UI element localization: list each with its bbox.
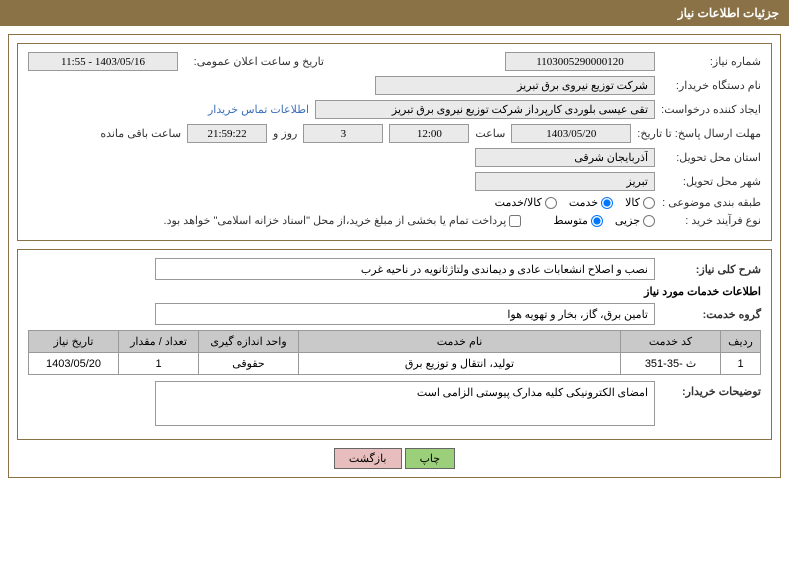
cell-unit: حقوقی [199, 353, 299, 375]
service-panel: شرح کلی نیاز: اطلاعات خدمات مورد نیاز گر… [17, 249, 772, 440]
pay-checkbox-item[interactable]: پرداخت تمام یا بخشی از مبلغ خرید،از محل … [164, 214, 522, 227]
pay-checkbox[interactable] [509, 215, 521, 227]
remain-label: ساعت باقی مانده [100, 127, 181, 140]
radio-minor[interactable]: جزیی [615, 214, 655, 227]
radio-medium-input[interactable] [591, 215, 603, 227]
cell-code: ث -35-351 [621, 353, 721, 375]
cell-name: تولید، انتقال و توزیع برق [299, 353, 621, 375]
table-row: 1 ث -35-351 تولید، انتقال و توزیع برق حق… [29, 353, 761, 375]
days-field [303, 124, 383, 143]
num-field [505, 52, 655, 71]
col-row: ردیف [721, 331, 761, 353]
radio-mixed[interactable]: کالا/خدمت [495, 196, 557, 209]
ann-label: تاریخ و ساعت اعلان عمومی: [184, 55, 324, 68]
org-label: نام دستگاه خریدار: [661, 79, 761, 92]
radio-service[interactable]: خدمت [569, 196, 613, 209]
desc-label: شرح کلی نیاز: [661, 263, 761, 276]
buyer-note-box: امضای الکترونیکی کلیه مدارک پیوستی الزام… [155, 381, 655, 426]
creator-label: ایجاد کننده درخواست: [661, 103, 761, 116]
contact-link[interactable]: اطلاعات تماس خریدار [208, 103, 309, 116]
class-radio-group: کالا خدمت کالا/خدمت [495, 196, 655, 209]
city-field [475, 172, 655, 191]
deadline-time-field [389, 124, 469, 143]
type-radio-group: جزیی متوسط [553, 214, 655, 227]
group-field [155, 303, 655, 325]
col-unit: واحد اندازه گیری [199, 331, 299, 353]
service-table: ردیف کد خدمت نام خدمت واحد اندازه گیری ت… [28, 330, 761, 375]
type-label: نوع فرآیند خرید : [661, 214, 761, 227]
radio-mixed-input[interactable] [545, 197, 557, 209]
request-info-panel: شماره نیاز: تاریخ و ساعت اعلان عمومی: نا… [17, 43, 772, 241]
button-row: چاپ بازگشت [17, 448, 772, 469]
cell-row: 1 [721, 353, 761, 375]
col-date: تاریخ نیاز [29, 331, 119, 353]
col-code: کد خدمت [621, 331, 721, 353]
org-field [375, 76, 655, 95]
deadline-label: مهلت ارسال پاسخ: تا تاریخ: [637, 127, 761, 140]
svc-info-label: اطلاعات خدمات مورد نیاز [644, 285, 761, 298]
col-name: نام خدمت [299, 331, 621, 353]
province-label: استان محل تحویل: [661, 151, 761, 164]
cell-qty: 1 [119, 353, 199, 375]
time-label: ساعت [475, 127, 505, 140]
radio-goods-input[interactable] [643, 197, 655, 209]
back-button[interactable]: بازگشت [334, 448, 402, 469]
desc-field [155, 258, 655, 280]
cell-date: 1403/05/20 [29, 353, 119, 375]
days-label: روز و [273, 127, 297, 140]
buyer-note-label: توضیحات خریدار: [661, 381, 761, 398]
countdown-field [187, 124, 267, 143]
page-header: جزئیات اطلاعات نیاز [0, 0, 789, 26]
radio-service-input[interactable] [601, 197, 613, 209]
city-label: شهر محل تحویل: [661, 175, 761, 188]
creator-field [315, 100, 655, 119]
table-header-row: ردیف کد خدمت نام خدمت واحد اندازه گیری ت… [29, 331, 761, 353]
num-label: شماره نیاز: [661, 55, 761, 68]
province-field [475, 148, 655, 167]
group-label: گروه خدمت: [661, 308, 761, 321]
col-qty: تعداد / مقدار [119, 331, 199, 353]
deadline-date-field [511, 124, 631, 143]
pay-note: پرداخت تمام یا بخشی از مبلغ خرید،از محل … [164, 214, 507, 227]
page-title: جزئیات اطلاعات نیاز [678, 6, 779, 20]
radio-goods[interactable]: کالا [625, 196, 655, 209]
class-label: طبقه بندی موضوعی : [661, 196, 761, 209]
main-panel: شماره نیاز: تاریخ و ساعت اعلان عمومی: نا… [8, 34, 781, 478]
print-button[interactable]: چاپ [405, 448, 456, 469]
ann-field [28, 52, 178, 71]
radio-minor-input[interactable] [643, 215, 655, 227]
radio-medium[interactable]: متوسط [553, 214, 603, 227]
